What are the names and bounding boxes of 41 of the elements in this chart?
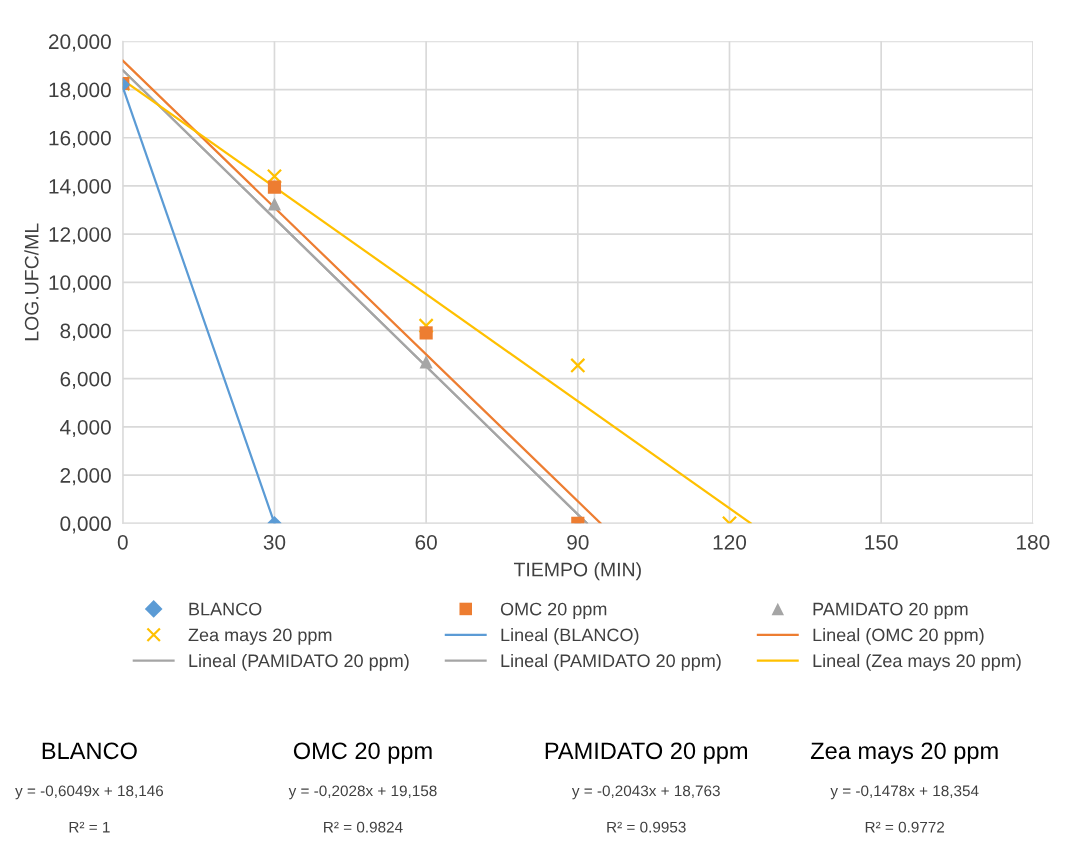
y-axis-title: LOG.UFC/ML bbox=[24, 223, 39, 341]
x-tick-label: 180 bbox=[1017, 534, 1050, 550]
x-tick-label: 150 bbox=[865, 534, 898, 550]
x-axis-title: TIEMPO (MIN) bbox=[513, 562, 641, 581]
x-tick-label: 120 bbox=[713, 534, 747, 550]
text: OMC 20 ppm bbox=[293, 742, 432, 764]
legend-label: Lineal (PAMIDATO 20 ppm) bbox=[189, 653, 409, 671]
y-tick-label: 8,000 bbox=[60, 323, 111, 341]
legend-label: Zea mays 20 ppm bbox=[188, 628, 332, 645]
text: R² = 1 bbox=[69, 821, 110, 833]
text: R² = 0.9824 bbox=[324, 821, 403, 833]
legend-label: Lineal (OMC 20 ppm) bbox=[813, 628, 984, 645]
x-tick-label: 30 bbox=[263, 534, 286, 550]
legend-label: OMC 20 ppm bbox=[500, 602, 607, 620]
x-tick-label: 0 bbox=[117, 534, 128, 550]
y-tick-label: 14,000 bbox=[49, 178, 111, 197]
text: R² = 0.9953 bbox=[607, 821, 686, 833]
y-tick-label: 4,000 bbox=[60, 419, 111, 438]
text: Zea mays 20 ppm bbox=[810, 742, 998, 764]
text: R² = 0.9772 bbox=[865, 821, 945, 833]
legend-label: BLANCO bbox=[189, 602, 262, 616]
y-tick-label: 10,000 bbox=[49, 275, 111, 293]
legend-label: Lineal (Zea mays 20 ppm) bbox=[813, 653, 1021, 671]
text: y = -0,6049x + 18,146 bbox=[15, 785, 164, 800]
text: PAMIDATO 20 ppm bbox=[545, 742, 748, 764]
text: y = -0,2043x + 18,763 bbox=[571, 785, 720, 800]
y-tick-label: 2,000 bbox=[60, 468, 111, 486]
legend-label: Lineal (BLANCO) bbox=[501, 628, 639, 645]
y-tick-label: 6,000 bbox=[60, 371, 111, 389]
legend-label: Lineal (PAMIDATO 20 ppm) bbox=[501, 653, 721, 671]
x-tick-label: 60 bbox=[415, 534, 437, 550]
text: BLANCO bbox=[42, 742, 137, 760]
y-tick-label: 0,000 bbox=[60, 516, 111, 534]
y-tick-label: 12,000 bbox=[49, 227, 111, 245]
text: y = -0,1478x + 18,354 bbox=[830, 785, 979, 800]
text: y = -0,2028x + 19,158 bbox=[288, 785, 437, 800]
legend-label: PAMIDATO 20 ppm bbox=[813, 602, 968, 620]
y-tick-label: 20,000 bbox=[49, 34, 111, 52]
x-tick-label: 90 bbox=[567, 534, 589, 550]
y-tick-label: 16,000 bbox=[49, 130, 111, 148]
y-tick-label: 18,000 bbox=[49, 82, 111, 100]
